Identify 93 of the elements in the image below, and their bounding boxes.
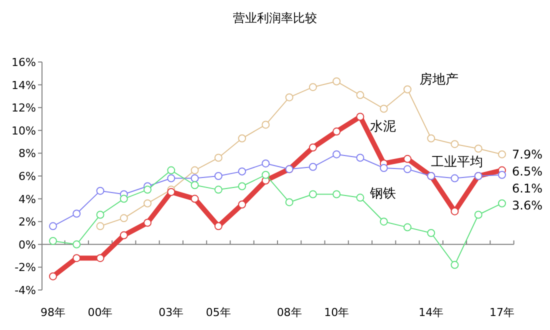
- point: [285, 93, 294, 102]
- x-tick-label: 05年: [206, 306, 231, 319]
- point: [238, 200, 246, 208]
- point: [262, 159, 270, 168]
- point: [49, 222, 57, 230]
- y-tick-label: -4%: [14, 284, 36, 297]
- point: [356, 91, 364, 100]
- x-tick-label: 10年: [324, 306, 350, 319]
- y-tick-label: -2%: [14, 261, 36, 274]
- chart-title: 营业利润率比较: [233, 11, 317, 25]
- point: [332, 77, 341, 86]
- point: [238, 134, 246, 142]
- point: [144, 199, 152, 208]
- point: [72, 240, 81, 248]
- point: [167, 166, 176, 174]
- point: [120, 231, 128, 240]
- point: [120, 194, 128, 203]
- point: [498, 150, 506, 158]
- point: [356, 194, 364, 202]
- series-label: 工业平均: [431, 155, 484, 170]
- point: [450, 174, 459, 182]
- point: [167, 174, 176, 182]
- point: [49, 236, 57, 245]
- point: [308, 144, 317, 152]
- y-tick-label: 8%: [18, 147, 36, 160]
- y-tick-label: 16%: [12, 56, 36, 69]
- point: [332, 128, 341, 136]
- point: [356, 112, 364, 121]
- point: [403, 165, 412, 174]
- point: [238, 182, 246, 190]
- x-tick-label: 00年: [88, 306, 113, 319]
- point: [332, 190, 341, 198]
- point: [262, 120, 270, 129]
- data-label: 6.5%: [512, 164, 542, 178]
- point: [498, 199, 506, 208]
- point: [308, 190, 317, 198]
- y-tick-label: 2%: [18, 216, 36, 229]
- x-tick-label: 03年: [158, 306, 184, 319]
- point: [450, 140, 459, 148]
- point: [190, 181, 199, 190]
- data-label: 7.9%: [512, 147, 542, 162]
- point: [356, 154, 364, 162]
- point: [238, 167, 246, 176]
- point: [214, 222, 222, 230]
- point: [308, 162, 317, 171]
- y-tick-label: 4%: [18, 192, 36, 206]
- point: [450, 207, 459, 216]
- x-tick-label: 08年: [276, 306, 302, 319]
- series-label: 水泥: [370, 120, 396, 135]
- point: [190, 194, 199, 203]
- point: [214, 154, 222, 162]
- point: [474, 144, 482, 153]
- x-tick-label: 98年: [40, 306, 66, 319]
- point: [403, 154, 412, 163]
- y-tick-label: 10%: [12, 124, 36, 138]
- point: [96, 254, 104, 262]
- point: [474, 210, 482, 219]
- x-tick-label: 17年: [490, 306, 514, 319]
- point: [214, 172, 222, 180]
- point: [403, 223, 412, 232]
- point: [96, 210, 104, 219]
- point: [144, 218, 152, 227]
- point: [49, 272, 57, 280]
- x-tick-label: 14年: [418, 306, 444, 319]
- series-label: 钢铁: [369, 186, 396, 202]
- y-tick-label: 6%: [18, 170, 36, 183]
- point: [498, 170, 506, 179]
- point: [380, 164, 388, 172]
- point: [262, 170, 270, 179]
- point: [427, 229, 436, 237]
- point: [380, 104, 388, 113]
- y-tick-label: 12%: [12, 102, 36, 115]
- point: [450, 260, 459, 269]
- point: [96, 186, 104, 195]
- point: [285, 198, 294, 206]
- point: [190, 166, 199, 174]
- point: [380, 218, 388, 226]
- y-tick-label: 0%: [18, 238, 36, 252]
- point: [427, 134, 436, 142]
- data-label: 6.1%: [512, 181, 542, 196]
- point: [120, 214, 128, 222]
- point: [72, 254, 81, 262]
- point: [403, 85, 412, 94]
- point: [144, 186, 152, 194]
- point: [308, 83, 317, 92]
- data-label: 3.6%: [512, 198, 542, 212]
- y-tick-label: 14%: [12, 78, 36, 92]
- point: [72, 210, 81, 218]
- series-label: 房地产: [419, 71, 458, 88]
- point: [214, 186, 222, 194]
- point: [96, 222, 104, 230]
- point: [190, 174, 199, 182]
- point: [332, 150, 341, 158]
